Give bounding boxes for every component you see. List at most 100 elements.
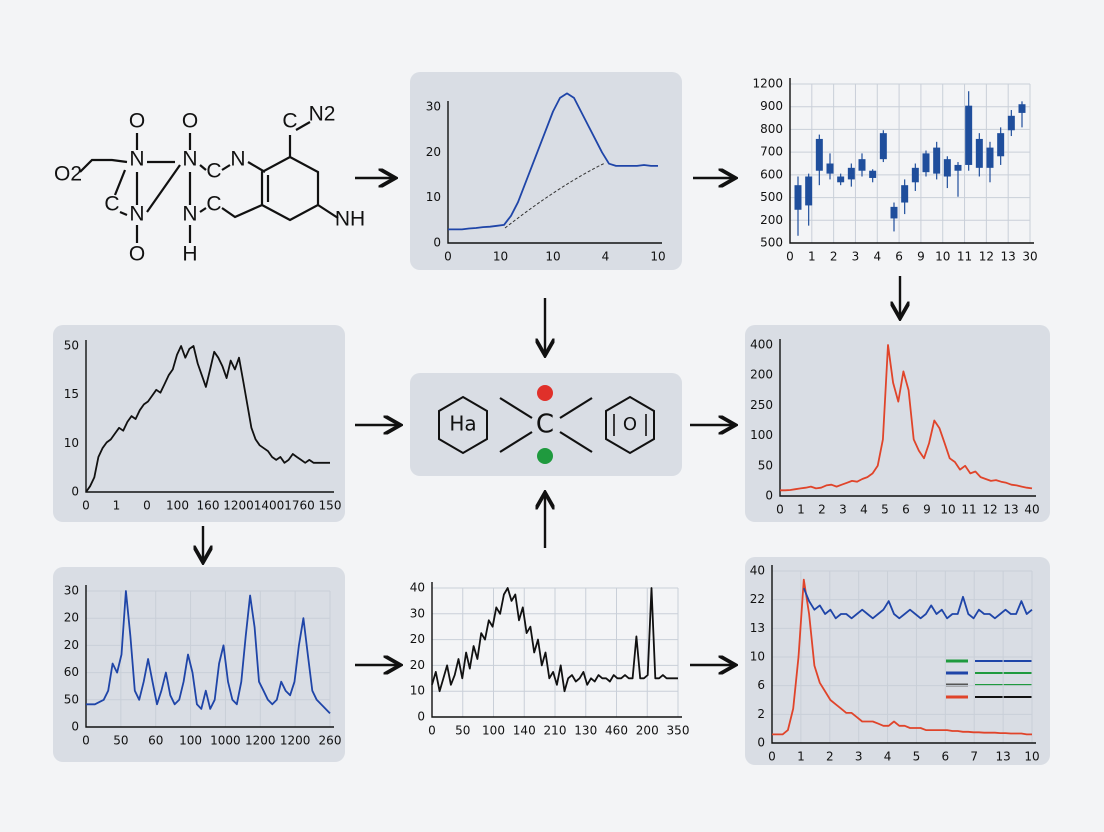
atom-label: O <box>129 110 145 133</box>
x-tick-label: 11 <box>961 503 976 517</box>
y-tick-label: 20 <box>410 658 425 672</box>
panel <box>745 325 1050 522</box>
x-tick-label: 0 <box>428 724 436 738</box>
y-tick-label: 20 <box>64 638 79 652</box>
candle-body <box>890 206 898 219</box>
candle-body <box>901 185 909 203</box>
atom-label: N2 <box>309 103 336 126</box>
y-tick-label: 40 <box>750 564 765 578</box>
candle-body <box>815 138 823 171</box>
atom-label: C <box>282 110 297 133</box>
data-line <box>780 344 1033 492</box>
x-tick-label: 1200 <box>223 499 254 513</box>
x-tick-label: 7 <box>970 750 978 764</box>
data-line <box>772 578 1032 736</box>
x-tick-label: 130 <box>574 724 597 738</box>
x-tick-label: 1760 <box>284 499 315 513</box>
molecule-bonds <box>79 121 339 243</box>
candle-body <box>911 167 919 183</box>
y-tick-label: 60 <box>64 665 79 679</box>
y-tick-label: 20 <box>64 611 79 625</box>
y-tick-label: 20 <box>410 632 425 646</box>
x-tick-label: 10 <box>650 250 665 264</box>
candle-body <box>1018 104 1026 113</box>
x-tick-label: 1 <box>797 503 805 517</box>
candle-body <box>997 133 1005 157</box>
x-tick-label: 13 <box>1003 503 1018 517</box>
candle-body <box>837 176 845 183</box>
x-tick-label: 10 <box>545 250 560 264</box>
y-tick-label: 900 <box>760 99 783 113</box>
x-tick-label: 10 <box>940 503 955 517</box>
y-tick-label: 1200 <box>752 77 783 91</box>
y-tick-label: 40 <box>410 581 425 595</box>
x-tick-label: 0 <box>444 250 452 264</box>
x-tick-label: 13 <box>1001 250 1016 264</box>
candle-body <box>879 133 887 160</box>
candle-body <box>986 147 994 168</box>
y-tick-label: 6 <box>757 678 765 692</box>
x-tick-label: 4 <box>873 250 881 264</box>
x-tick-label: 2 <box>826 750 834 764</box>
y-tick-label: 600 <box>760 167 783 181</box>
x-tick-label: 9 <box>917 250 925 264</box>
atom-label: C <box>206 160 221 183</box>
y-tick-label: 100 <box>750 428 773 442</box>
y-tick-label: 500 <box>760 236 783 250</box>
x-tick-label: 4 <box>602 250 610 264</box>
x-tick-label: 30 <box>1022 250 1037 264</box>
atom-label: H <box>182 243 197 266</box>
atom-label: O2 <box>54 163 82 186</box>
arrows <box>203 178 900 665</box>
axis <box>789 78 1034 244</box>
atom-label: O <box>182 110 198 133</box>
x-tick-label: 12 <box>979 250 994 264</box>
y-tick-label: 50 <box>64 339 79 353</box>
y-tick-label: 800 <box>760 122 783 136</box>
x-tick-label: 1 <box>808 250 816 264</box>
y-tick-label: 13 <box>750 621 765 635</box>
candle-body <box>933 147 941 174</box>
y-tick-label: 30 <box>64 584 79 598</box>
axis <box>431 582 682 718</box>
reaction-label: O <box>623 414 637 435</box>
panel <box>53 567 345 762</box>
x-tick-label: 11 <box>957 250 972 264</box>
x-tick-label: 210 <box>544 724 567 738</box>
x-tick-label: 6 <box>902 503 910 517</box>
candle-body <box>965 105 973 165</box>
y-tick-label: 30 <box>426 100 441 114</box>
data-line <box>802 587 1033 620</box>
x-tick-label: 1 <box>797 750 805 764</box>
candle-body <box>826 163 834 174</box>
y-tick-label: 10 <box>64 436 79 450</box>
x-tick-label: 1000 <box>210 734 241 748</box>
panel <box>53 325 345 522</box>
x-tick-label: 1400 <box>254 499 285 513</box>
y-tick-label: 10 <box>410 684 425 698</box>
x-tick-label: 200 <box>636 724 659 738</box>
y-tick-label: 10 <box>426 190 441 204</box>
x-tick-label: 40 <box>1024 503 1039 517</box>
x-tick-label: 100 <box>482 724 505 738</box>
atom-label: N <box>230 148 245 171</box>
atom-label: N <box>182 203 197 226</box>
x-tick-label: 100 <box>179 734 202 748</box>
candle-body <box>869 170 877 178</box>
x-tick-label: 1 <box>113 499 121 513</box>
x-tick-label: 9 <box>923 503 931 517</box>
y-tick-label: 500 <box>760 190 783 204</box>
candle-body <box>847 167 855 180</box>
x-tick-label: 350 <box>667 724 690 738</box>
y-tick-label: 0 <box>417 710 425 724</box>
atom-label: C <box>104 193 119 216</box>
candle-body <box>794 185 802 210</box>
atom-label: N <box>182 148 197 171</box>
y-tick-label: 50 <box>758 458 773 472</box>
axis <box>771 565 1036 744</box>
x-tick-label: 0 <box>143 499 151 513</box>
y-tick-label: 0 <box>71 720 79 734</box>
atom-label: C <box>206 193 221 216</box>
x-tick-label: 0 <box>82 499 90 513</box>
